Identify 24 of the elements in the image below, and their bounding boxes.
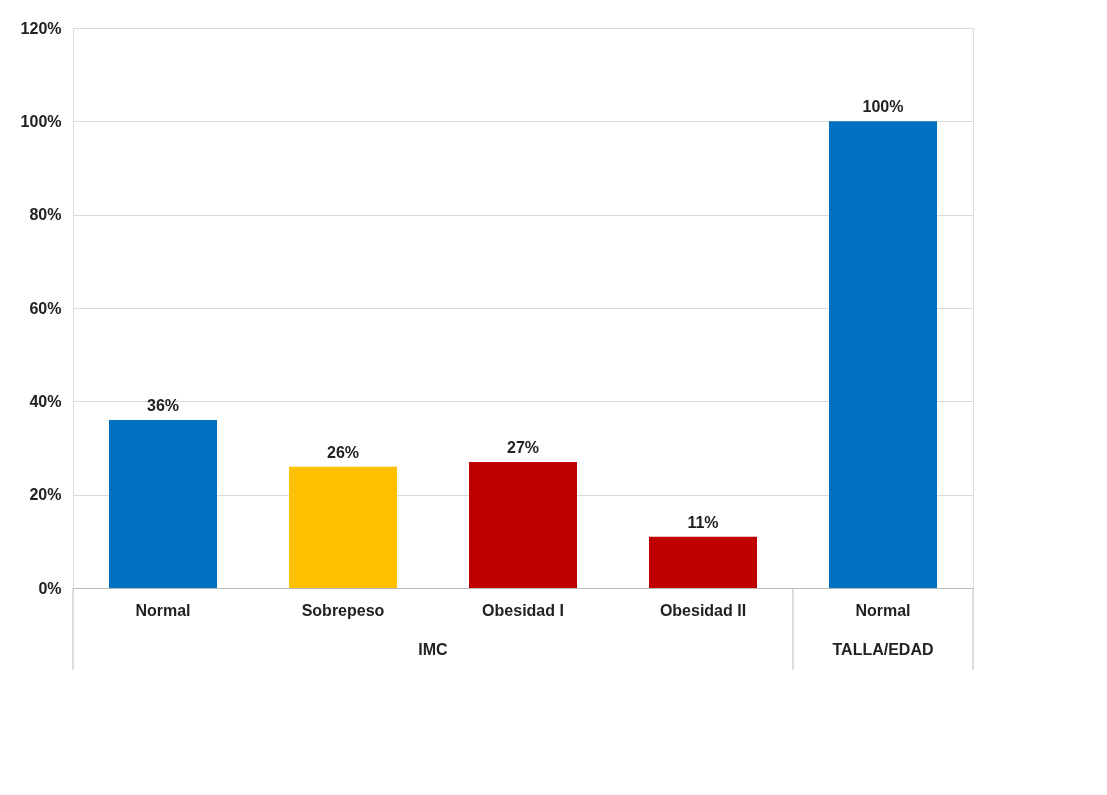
bar bbox=[289, 466, 397, 588]
data-label: 11% bbox=[687, 513, 719, 531]
x-tick-label: Obesidad II bbox=[659, 601, 747, 619]
x-tick-label: Normal bbox=[855, 601, 911, 619]
x-tick-label: Normal bbox=[135, 601, 191, 619]
y-tick-label: 80% bbox=[29, 206, 62, 224]
text: TALLA/EDAD bbox=[832, 641, 934, 658]
bar bbox=[469, 462, 577, 588]
data-label: 36% bbox=[146, 397, 180, 414]
data-label: 100% bbox=[862, 98, 904, 116]
x-tick-label: Sobrepeso bbox=[301, 601, 385, 619]
data-label: 27% bbox=[506, 439, 540, 456]
bar bbox=[109, 420, 217, 588]
bar bbox=[829, 121, 937, 588]
y-tick-label: 100% bbox=[20, 112, 62, 130]
text: IMC bbox=[418, 641, 449, 658]
y-tick-label: 120% bbox=[20, 19, 62, 37]
bar bbox=[649, 536, 757, 588]
y-tick-label: 0% bbox=[38, 579, 62, 597]
x-tick-label: Obesidad I bbox=[482, 601, 564, 619]
y-tick-label: 60% bbox=[29, 299, 62, 317]
y-tick-label: 20% bbox=[29, 486, 62, 504]
data-label: 26% bbox=[326, 443, 360, 461]
y-tick-label: 40% bbox=[29, 392, 62, 410]
